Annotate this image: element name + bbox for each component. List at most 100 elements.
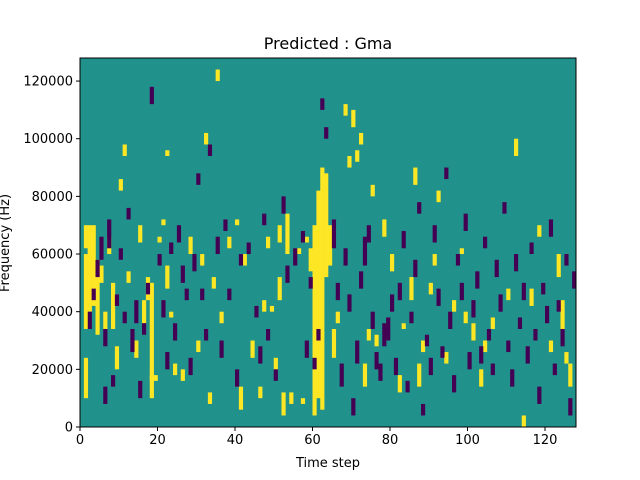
heatmap-cell-low [99,236,104,260]
x-tick-label: 120 [533,433,558,448]
y-tick-label: 20000 [32,363,73,378]
heatmap-cell-high [153,375,158,381]
heatmap-cell-low [293,248,298,266]
heatmap-cell-low [192,254,197,272]
heatmap-cell-high [351,109,356,128]
heatmap-cell-high [370,184,375,197]
heatmap-cell-low [498,294,503,312]
heatmap-cell-low [122,311,127,324]
heatmap-cell-low [471,300,476,318]
heatmap-cell-high [347,156,352,168]
heatmap-cell-low [266,328,271,341]
heatmap-cell-low [114,294,120,306]
heatmap-cell-low [359,271,364,289]
heatmap-cell-low [207,144,213,157]
heatmap-cell-high [312,225,317,416]
heatmap-cell-low [405,380,410,393]
heatmap-cell-high [122,144,127,157]
heatmap-cell-high [269,305,275,312]
heatmap-cell-low [134,300,139,324]
heatmap-cell-low [475,271,480,289]
heatmap-cell-high [537,225,542,237]
heatmap-cell-low [180,265,185,283]
heatmap-cell-low [176,225,182,243]
x-axis-ticks: 0 20 40 60 80 100 120 [76,427,558,448]
heatmap-cell-high [285,213,290,255]
heatmap-cell-high [483,340,488,353]
heatmap-cell-low [440,346,445,358]
heatmap-cell-high [506,288,511,301]
heatmap-cell-low [273,369,278,381]
heatmap-cell-high [355,150,360,162]
heatmap-cell-high [560,300,565,329]
heatmap-cell-high [250,340,255,358]
heatmap-cell-high [149,282,154,399]
heatmap-cell-low [545,305,550,324]
heatmap-cell-high [521,415,526,427]
heatmap-cell-high [331,328,337,358]
heatmap-cell-high [490,317,495,329]
heatmap-cell-low [506,340,511,353]
heatmap-cell-high [556,254,561,278]
heatmap-cell-high [413,167,418,185]
heatmap-cell-high [452,300,457,312]
x-tick-label: 60 [304,433,321,448]
heatmap-cell-high [390,254,395,272]
heatmap-cell-low [157,254,162,266]
heatmap-cell-low [448,311,453,329]
heatmap-cell-high [196,340,201,353]
y-axis-ticks: 0 20000 40000 60000 80000 100000 120000 [23,75,80,436]
heatmap-cell-high [428,282,433,295]
heatmap-cell-high [343,104,348,116]
heatmap-cell-low [281,196,286,214]
y-axis-label: Frequency (Hz) [0,194,13,292]
heatmap-cell-low [246,242,251,255]
heatmap-cell-high [366,328,371,341]
heatmap-cell-high [219,311,224,324]
heatmap-cell-high [83,254,89,329]
heatmap-cell-high [362,363,368,387]
heatmap-cell-low [142,323,147,335]
heatmap-cell-low [235,369,240,387]
heatmap-cell-low [331,219,337,249]
heatmap-cell-low [145,282,151,295]
heatmap-cell-low [417,202,422,214]
heatmap-cell-high [266,236,271,249]
heatmap-cell-low [347,294,352,312]
heatmap-cell-low [568,398,573,416]
heatmap-cell-high [320,167,325,410]
heatmap-cell-low [444,167,449,180]
heatmap-cell-low [130,328,135,353]
heatmap-cell-low [339,363,344,387]
heatmap-cell-high [421,340,426,353]
heatmap-cell-low [262,213,267,226]
heatmap-cell-high [87,225,92,312]
y-tick-label: 60000 [32,248,73,263]
heatmap-cell-low [393,357,399,376]
heatmap-cell-low [238,254,244,266]
heatmap-cell-high [215,69,220,82]
heatmap-cell-low [169,242,174,255]
heatmap-cell-low [304,340,309,358]
heatmap-cell-high [324,173,329,278]
heatmap-cell-high [568,363,573,387]
heatmap-cell-high [188,236,193,255]
heatmap-cell-low [254,305,259,318]
heatmap-cell-high [262,300,267,312]
heatmap-cell-high [514,138,519,157]
heatmap-cell-low [188,357,193,376]
heatmap-cell-low [285,265,290,283]
heatmap-cell-high [103,311,108,329]
heatmap-cell-high [432,254,437,266]
heatmap-cell-high [83,225,89,249]
heatmap-cell-high [91,225,96,306]
heatmap-cell-high [258,386,263,399]
heatmap-cell-high [161,219,166,226]
heatmap-cell-low [118,248,123,260]
heatmap-cell-low [378,363,383,381]
heatmap-cell-high [227,236,232,249]
heatmap-cell-low [165,352,170,370]
heatmap-cell-low [494,259,499,278]
heatmap-cell-high [165,265,170,289]
